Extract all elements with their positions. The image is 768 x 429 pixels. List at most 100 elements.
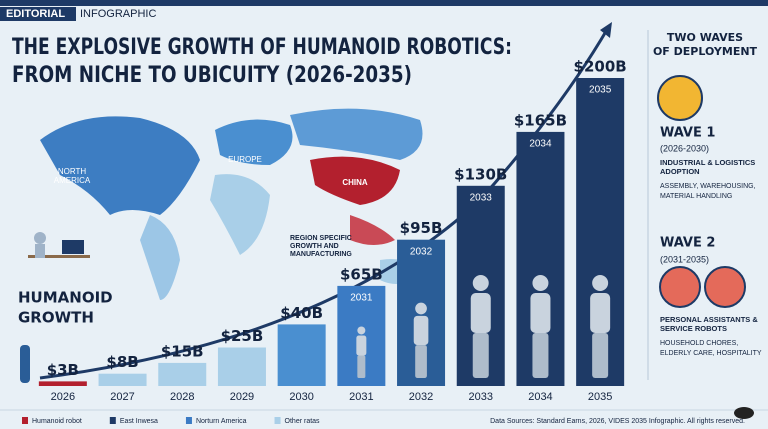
desk-icon: [28, 232, 90, 258]
robot-body: [356, 335, 367, 356]
map-label: GROWTH AND: [290, 243, 339, 250]
x-tick-label: 2030: [289, 391, 313, 403]
x-tick-label: 2035: [588, 391, 612, 403]
bar: [98, 373, 147, 386]
robot-figure: [470, 275, 491, 378]
bar-chart: $3B 2026 $8B 2027 $15B 2028 $25B 2029 $40B 2030 $6…: [38, 58, 627, 403]
legend-swatch: [22, 417, 28, 424]
bar-year-label: 2035: [589, 85, 612, 96]
title-line: THE EXPLOSIVE GROWTH OF HUMANOID ROBOTIC…: [12, 35, 512, 60]
wave-years: (2026-2030): [660, 143, 709, 153]
value-label: $40B: [280, 304, 323, 322]
legend: Humanoid robot East Inwesa Norturn America…: [22, 417, 320, 425]
kind: INFOGRAPHIC: [80, 8, 156, 20]
robot-figure: [413, 302, 429, 378]
bar: [158, 362, 207, 386]
wave-name: WAVE 2: [660, 236, 715, 251]
bar: [277, 324, 326, 386]
map-label: EUROPE: [228, 155, 262, 164]
robot-head: [472, 275, 489, 291]
x-tick-label: 2031: [349, 391, 373, 403]
value-label: $130B: [454, 165, 507, 183]
x-tick-label: 2027: [110, 391, 134, 403]
map-label: AMERICA: [54, 176, 91, 185]
robot-body: [530, 293, 551, 333]
bar-year-label: 2031: [350, 293, 373, 304]
legend-label: Other ratas: [285, 418, 321, 425]
robot-figure: [530, 275, 551, 378]
bar: [217, 347, 266, 386]
wave-desc: HOUSEHOLD CHORES,: [660, 340, 738, 347]
robot-figure: [20, 345, 30, 383]
x-tick-label: 2029: [230, 391, 254, 403]
bar: [38, 381, 87, 386]
robot-figure: [356, 326, 367, 378]
map-label: REGION SPECIFIC: [290, 235, 352, 242]
legend-swatch: [109, 417, 116, 424]
robot-figure: [590, 275, 611, 378]
sidebar-title: OF DEPLOYMENT: [653, 45, 758, 58]
wave-head: PERSONAL ASSISTANTS &: [660, 315, 758, 324]
x-tick-label: 2034: [528, 391, 552, 403]
value-label: $165B: [514, 111, 567, 129]
robot-legs: [592, 333, 609, 378]
robot-body: [470, 293, 491, 333]
wave-name: WAVE 1: [660, 126, 715, 141]
value-label: $3B: [47, 361, 79, 379]
map-label: CHINA: [342, 178, 368, 187]
wave-head: SERVICE ROBOTS: [660, 324, 727, 333]
legend-label: Norturn America: [196, 418, 247, 425]
x-tick-label: 2032: [409, 391, 433, 403]
wave-years: (2031-2035): [660, 254, 709, 264]
world-map: [40, 108, 423, 300]
wave-head: ADOPTION: [660, 167, 700, 176]
robot-head: [532, 275, 549, 291]
robot-head: [592, 275, 609, 291]
bar-year-label: 2033: [470, 192, 493, 203]
map-label: MANUFACTURING: [290, 251, 352, 258]
value-label: $200B: [574, 58, 627, 76]
wave1-icon: [657, 75, 703, 121]
robot-legs: [472, 333, 489, 378]
tag: EDITORIAL: [6, 8, 65, 20]
robot-body: [590, 293, 611, 333]
wave2-icon: [704, 266, 746, 308]
legend-label: East Inwesa: [120, 418, 158, 425]
tag-box: [0, 7, 76, 21]
legend-swatch: [274, 417, 281, 424]
robot-body: [413, 315, 429, 346]
wave2-icon: [659, 266, 701, 308]
robot-legs: [357, 355, 366, 378]
bar-year-label: 2032: [410, 246, 433, 257]
sidebar-title: TWO WAVES: [667, 31, 743, 44]
robot-head: [357, 326, 366, 335]
value-label: $15B: [161, 342, 204, 360]
arrow-head: [600, 22, 612, 38]
growth-arrow: [39, 27, 610, 380]
robot-legs: [415, 345, 427, 378]
wave-head: INDUSTRIAL & LOGISTICS: [660, 158, 755, 167]
title-line: FROM NICHE TO UBICUITY (2026-2035): [12, 63, 412, 88]
x-tick-label: 2028: [170, 391, 194, 403]
value-label: $25B: [221, 327, 264, 345]
side-label: GROWTH: [18, 309, 94, 327]
wave-desc: ASSEMBLY, WAREHOUSING,: [660, 183, 756, 190]
map-label: NORTH: [58, 167, 87, 176]
logo: [734, 407, 754, 419]
x-tick-label: 2033: [469, 391, 493, 403]
legend-swatch: [185, 417, 192, 424]
legend-label: Humanoid robot: [32, 418, 82, 425]
bar-year-label: 2034: [529, 139, 552, 150]
wave-desc: ELDERLY CARE, HOSPITALITY: [660, 350, 762, 357]
top-band: [0, 0, 768, 6]
x-tick-label: 2026: [51, 391, 75, 403]
value-label: $8B: [106, 353, 138, 371]
robot-legs: [532, 333, 549, 378]
value-label: $95B: [400, 219, 443, 237]
footer: Data Sources: Standard Earns, 2026, VIDE…: [490, 418, 745, 425]
wave-desc: MATERIAL HANDLING: [660, 193, 732, 200]
side-label: HUMANOID: [18, 289, 113, 307]
value-label: $65B: [340, 265, 383, 283]
